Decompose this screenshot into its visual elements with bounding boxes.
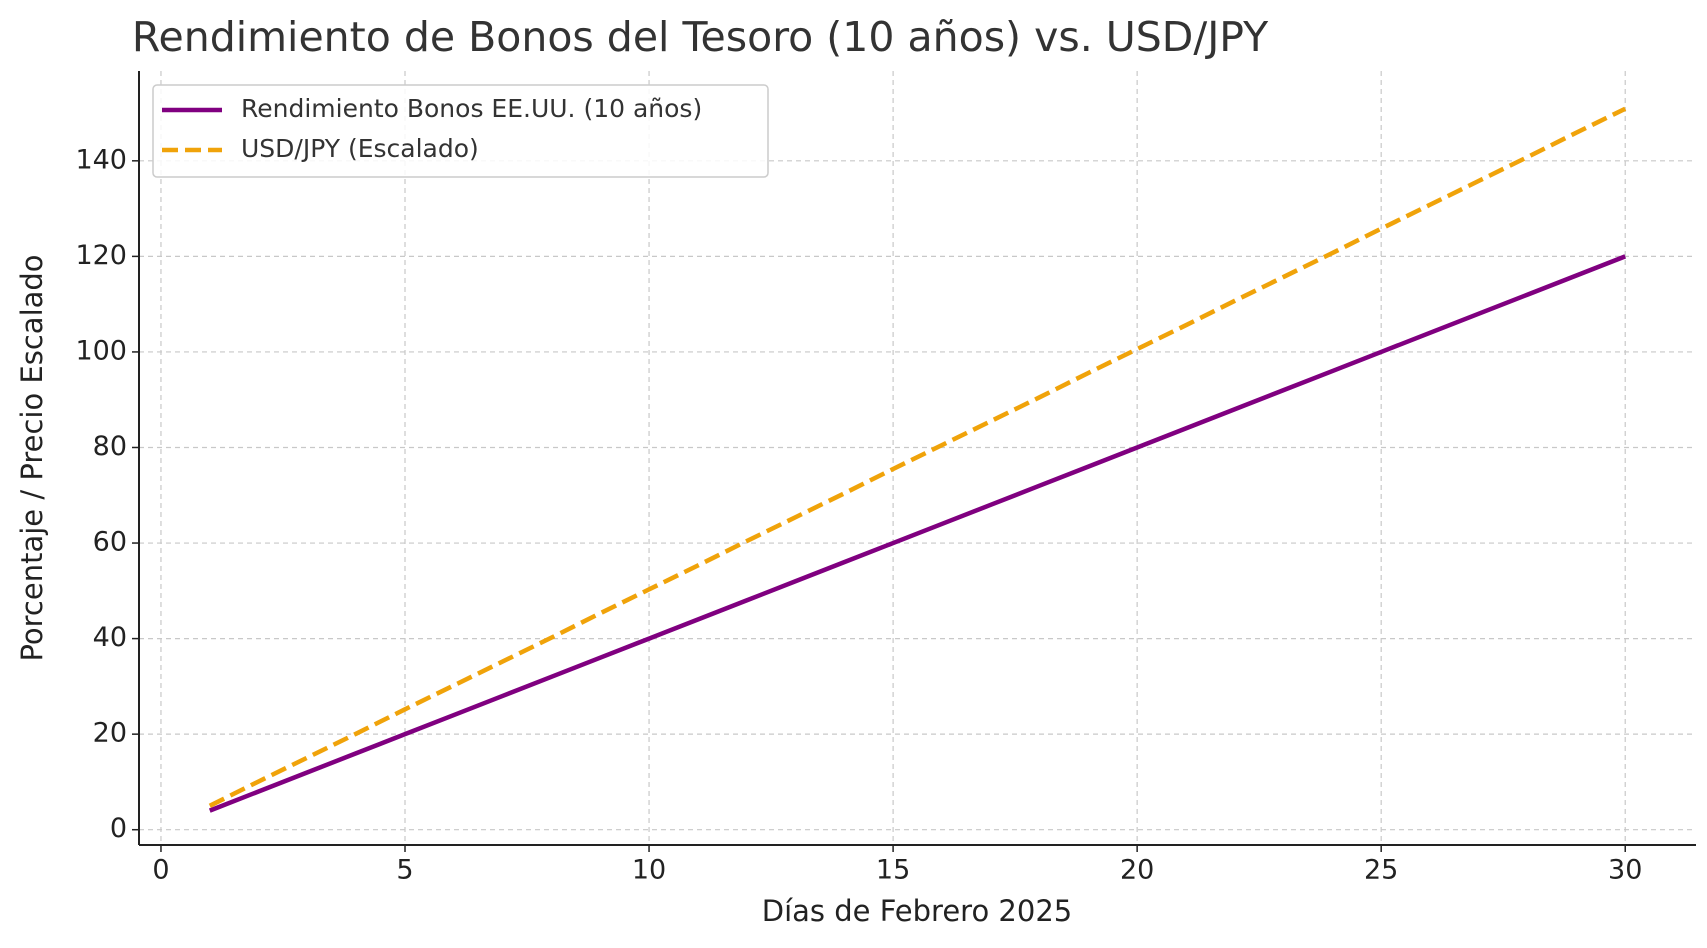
x-tick-label: 5 <box>396 855 413 886</box>
y-tick-label: 80 <box>93 431 127 462</box>
y-tick-label: 120 <box>75 240 127 271</box>
legend-box <box>152 84 769 178</box>
y-tick-label: 20 <box>93 718 127 749</box>
y-axis-label: Porcentaje / Precio Escalado <box>15 254 49 661</box>
legend-label: Rendimiento Bonos EE.UU. (10 años) <box>241 94 702 123</box>
x-tick-label: 30 <box>1608 855 1642 886</box>
legend-label: USD/JPY (Escalado) <box>241 134 479 163</box>
x-axis-label: Días de Febrero 2025 <box>762 894 1072 928</box>
x-tick-label: 20 <box>1120 855 1154 886</box>
y-tick-label: 140 <box>75 144 127 175</box>
y-tick-label: 0 <box>110 813 127 844</box>
y-tick-label: 100 <box>75 335 127 366</box>
chart-title: Rendimiento de Bonos del Tesoro (10 años… <box>132 13 1269 61</box>
y-tick-label: 60 <box>93 527 127 558</box>
y-tick-label: 40 <box>93 622 127 653</box>
series-line <box>208 106 1627 808</box>
legend: Rendimiento Bonos EE.UU. (10 años) USD/JP… <box>152 84 769 178</box>
x-tick-label: 25 <box>1364 855 1398 886</box>
x-tick-label: 10 <box>632 855 666 886</box>
x-tick-label: 15 <box>876 855 910 886</box>
x-tick-label: 0 <box>152 855 169 886</box>
series-line <box>208 254 1627 813</box>
